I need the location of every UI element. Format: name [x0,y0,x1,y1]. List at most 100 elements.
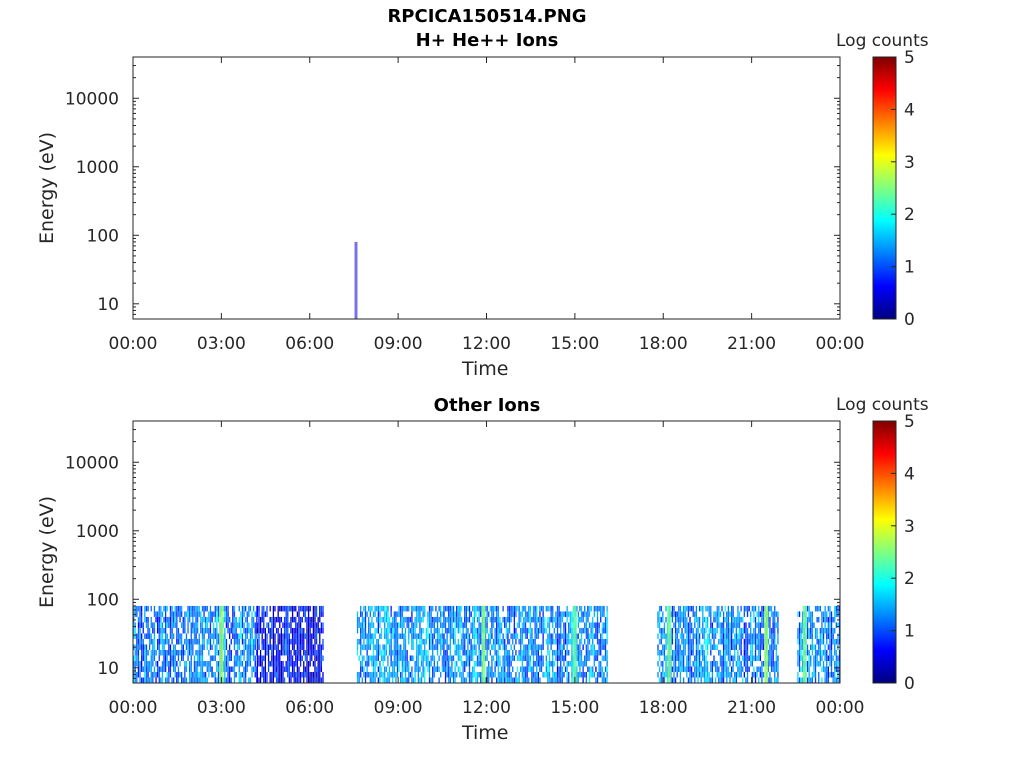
data-cell [280,644,283,650]
data-cell [414,660,416,667]
data-cell [306,644,308,650]
data-cell [149,660,151,667]
data-cell [388,638,391,645]
data-cell [703,627,706,634]
data-cell [587,616,589,623]
data-cell [385,677,387,683]
data-cell [732,622,734,628]
data-cell [393,671,395,678]
data-cell [708,638,710,645]
data-cell [390,627,392,634]
data-cell [710,616,712,623]
data-cell [177,677,180,683]
data-cell [420,677,423,683]
data-cell [448,644,450,650]
data-cell [505,644,507,650]
data-cell [742,655,744,661]
data-cell [314,644,316,650]
data-cell [827,671,829,678]
data-cell [451,660,453,667]
data-cell [174,666,176,672]
data-cell [705,666,707,672]
data-cell [513,633,515,639]
data-cell [818,616,820,623]
data-cell [319,605,321,612]
data-cell [770,633,773,639]
data-cell [722,655,725,661]
data-cell [499,644,501,650]
data-cell [419,644,421,650]
data-cell [401,666,403,672]
data-cell [606,649,608,656]
data-cell [732,644,734,650]
x-tick-label: 00:00 [816,334,865,354]
data-cell [195,627,197,634]
data-cell [193,671,196,678]
data-cell [555,638,557,645]
data-cell [692,605,694,612]
data-cell [713,633,715,639]
data-cell [152,671,154,678]
data-cell [454,616,456,623]
data-cell [411,655,413,661]
data-cell [702,649,704,656]
data-cell [508,666,511,672]
data-cell [360,660,362,667]
data-cell [272,666,275,672]
data-cell [470,622,472,628]
data-cell [411,633,413,639]
data-cell [139,622,141,628]
data-cell [830,649,833,656]
data-cell [400,671,402,678]
data-cell [256,611,259,617]
data-cell [834,627,836,634]
data-cell [161,622,164,628]
data-cell [232,666,234,672]
data-cell [443,616,445,623]
data-cell [745,655,747,661]
data-cell [303,649,305,656]
data-cell [694,655,696,661]
data-cell [158,611,160,617]
data-cell [176,611,178,617]
data-cell [298,605,300,612]
x-tick-label: 06:00 [285,698,334,718]
data-cell [139,677,141,683]
data-cell [518,649,520,656]
data-cell [312,660,315,667]
data-cell [459,644,461,650]
data-cell [190,666,192,672]
data-cell [600,660,602,667]
data-cell [266,638,268,645]
data-cell [722,671,725,678]
data-cell [500,677,503,683]
data-cell [681,611,683,617]
data-cell [322,671,324,678]
data-cell [408,671,410,678]
data-cell [560,616,562,623]
data-cell [277,677,279,683]
data-cell [253,666,255,672]
data-cell [209,644,212,650]
data-cell [504,671,506,678]
data-cell [141,660,143,667]
data-cell [411,605,413,612]
data-cell [714,627,717,634]
data-cell [189,605,191,612]
data-cell [422,616,424,623]
data-cell [714,633,717,639]
data-cell [271,649,273,656]
data-cell [251,633,253,639]
data-cell [390,660,392,667]
data-cell [369,638,371,645]
data-cell [279,622,281,628]
data-cell [800,633,802,639]
panel-2-data [133,605,841,683]
data-cell [457,627,459,634]
data-cell [430,622,432,628]
data-cell [826,660,828,667]
data-cell [240,671,242,678]
data-cell [566,638,568,645]
data-cell [311,638,313,645]
data-cell [190,633,192,639]
